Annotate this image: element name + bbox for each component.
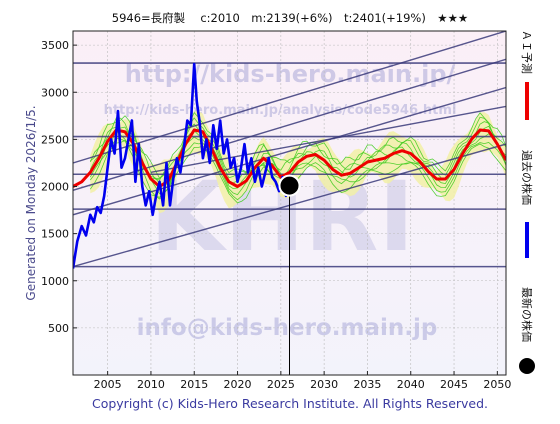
plot-frame [72, 30, 507, 376]
y-tick-label: 3000 [41, 86, 69, 99]
y-tick-label: 500 [48, 322, 69, 335]
y-tick-label: 2500 [41, 133, 69, 146]
prediction-band-line [89, 140, 506, 201]
x-tick-label: 2015 [180, 378, 208, 391]
legend-ai-label: ＡＩ予測 [520, 30, 534, 74]
trend-line [73, 86, 506, 216]
legend: ＡＩ予測 過去の株価 最新の株価 [519, 30, 535, 374]
latest-price-marker [278, 174, 301, 197]
y-tick-label: 1000 [41, 275, 69, 288]
watermark-url: http://kids-hero.main.jp/ [125, 60, 456, 88]
x-tick-label: 2035 [353, 378, 381, 391]
prediction-band-line [89, 130, 506, 196]
prediction-band-line [89, 137, 506, 204]
prediction-band-line [89, 116, 506, 181]
copyright-footer: Copyright (c) Kids-Hero Research Institu… [92, 396, 488, 411]
x-tick-label: 2040 [397, 378, 425, 391]
series-ai-forecast [73, 128, 506, 188]
x-tick-label: 2005 [94, 378, 122, 391]
side-generated-label: Generated on Monday 2026/1/5. [24, 105, 38, 300]
x-tick-label: 2020 [224, 378, 252, 391]
legend-past-label: 過去の株価 [520, 150, 534, 205]
x-tick-label: 2025 [267, 378, 295, 391]
watermark-url-analysis: http://kids-hero.main.jp/analysis/code59… [104, 103, 457, 118]
y-tick-label: 2000 [41, 181, 69, 194]
x-tick-label: 2010 [137, 378, 165, 391]
trend-line [73, 31, 506, 164]
legend-latest-marker [519, 358, 535, 374]
y-tick-label: 3500 [41, 39, 69, 52]
series-past-price [73, 62, 291, 269]
x-tick-label: 2030 [310, 378, 338, 391]
x-tick-label: 2050 [483, 378, 511, 391]
x-tick-label: 2045 [440, 378, 468, 391]
legend-latest-label: 最新の株価 [520, 287, 534, 342]
chart-title: 5946=長府製 c:2010 m:2139(+6%) t:2401(+19%)… [112, 11, 468, 25]
y-tick-label: 1500 [41, 228, 69, 241]
